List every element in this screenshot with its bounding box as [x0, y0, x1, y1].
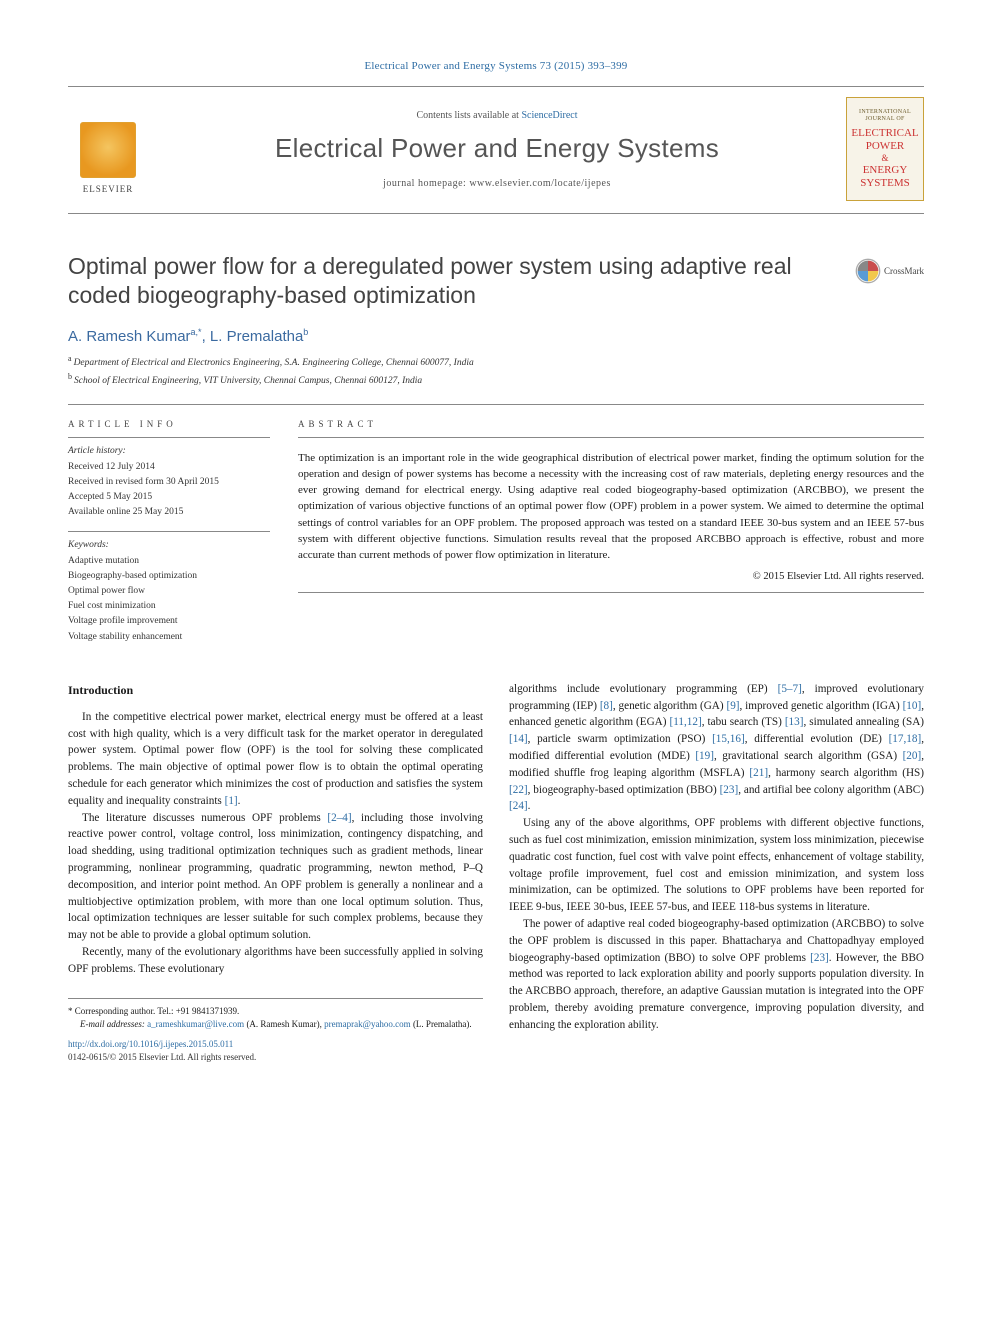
- body-p2: The literature discusses numerous OPF pr…: [68, 810, 483, 944]
- keyword-6: Voltage stability enhancement: [68, 630, 270, 645]
- contents-available-line: Contents lists available at ScienceDirec…: [158, 110, 836, 121]
- corr-author-line: * Corresponding author. Tel.: +91 984137…: [68, 1005, 483, 1019]
- journal-homepage[interactable]: journal homepage: www.elsevier.com/locat…: [158, 178, 836, 189]
- cite-9[interactable]: [9]: [726, 700, 739, 712]
- cite-5-7[interactable]: [5–7]: [778, 683, 802, 695]
- cite-21[interactable]: [21]: [749, 767, 768, 779]
- publisher-logo[interactable]: ELSEVIER: [68, 104, 148, 194]
- abstract-copyright: © 2015 Elsevier Ltd. All rights reserved…: [298, 571, 924, 582]
- sciencedirect-link[interactable]: ScienceDirect: [521, 110, 577, 121]
- body-p4: algorithms include evolutionary programm…: [509, 681, 924, 815]
- author-2[interactable]: L. Premalatha: [210, 328, 303, 345]
- paper-title: Optimal power flow for a deregulated pow…: [68, 252, 828, 311]
- article-info-head: ARTICLE INFO: [68, 405, 270, 437]
- elsevier-tree-icon: [80, 122, 136, 178]
- cite-1[interactable]: [1]: [225, 795, 238, 807]
- article-body: Introduction In the competitive electric…: [68, 681, 924, 1065]
- keyword-4: Fuel cost minimization: [68, 599, 270, 614]
- history-accepted: Accepted 5 May 2015: [68, 490, 270, 505]
- cite-14[interactable]: [14]: [509, 733, 528, 745]
- body-p3: Recently, many of the evolutionary algor…: [68, 944, 483, 978]
- journal-cover-thumb[interactable]: INTERNATIONAL JOURNAL OF ELECTRICAL POWE…: [846, 97, 924, 201]
- masthead: ELSEVIER Contents lists available at Sci…: [68, 86, 924, 214]
- cite-24[interactable]: [24]: [509, 800, 528, 812]
- email-1[interactable]: a_rameshkumar@live.com: [147, 1019, 244, 1029]
- author-1-affil: a,*: [191, 327, 202, 337]
- citation-line: Electrical Power and Energy Systems 73 (…: [68, 60, 924, 72]
- body-p1: In the competitive electrical power mark…: [68, 709, 483, 810]
- cover-word-1: ELECTRICAL: [851, 127, 918, 139]
- affil-a-mark: a: [68, 354, 72, 363]
- history-revised: Received in revised form 30 April 2015: [68, 475, 270, 490]
- email-2-who: (L. Premalatha).: [411, 1019, 472, 1029]
- intro-heading: Introduction: [68, 681, 483, 699]
- affil-a-text: Department of Electrical and Electronics…: [74, 358, 474, 368]
- history-received: Received 12 July 2014: [68, 460, 270, 475]
- cover-word-2: POWER: [866, 140, 905, 152]
- cite-11-12[interactable]: [11,12]: [669, 716, 701, 728]
- cite-8[interactable]: [8]: [600, 700, 613, 712]
- keyword-1: Adaptive mutation: [68, 554, 270, 569]
- email-2[interactable]: premaprak@yahoo.com: [324, 1019, 411, 1029]
- abstract-head: ABSTRACT: [298, 405, 924, 437]
- doi-link[interactable]: http://dx.doi.org/10.1016/j.ijepes.2015.…: [68, 1039, 233, 1049]
- cite-2-4[interactable]: [2–4]: [327, 812, 351, 824]
- cover-word-4: ENERGY: [863, 164, 908, 176]
- keywords-block: Keywords: Adaptive mutation Biogeography…: [68, 538, 270, 645]
- history-head: Article history:: [68, 444, 270, 459]
- abstract-text: The optimization is an important role in…: [298, 450, 924, 564]
- cite-19[interactable]: [19]: [695, 750, 714, 762]
- affil-b-text: School of Electrical Engineering, VIT Un…: [74, 376, 422, 386]
- crossmark-badge[interactable]: CrossMark: [855, 258, 924, 284]
- keyword-2: Biogeography-based optimization: [68, 569, 270, 584]
- crossmark-icon: [855, 258, 881, 284]
- cover-word-5: SYSTEMS: [860, 177, 910, 189]
- contents-prefix: Contents lists available at: [416, 110, 521, 121]
- body-p5: Using any of the above algorithms, OPF p…: [509, 815, 924, 916]
- cite-15-16[interactable]: [15,16]: [712, 733, 745, 745]
- cite-17-18[interactable]: [17,18]: [889, 733, 922, 745]
- cover-word-3: &: [881, 153, 888, 163]
- cite-13[interactable]: [13]: [785, 716, 804, 728]
- history-online: Available online 25 May 2015: [68, 505, 270, 520]
- affiliations: aDepartment of Electrical and Electronic…: [68, 353, 924, 390]
- cite-22[interactable]: [22]: [509, 784, 528, 796]
- affil-b-mark: b: [68, 372, 72, 381]
- email-label: E-mail addresses:: [80, 1019, 147, 1029]
- keywords-head: Keywords:: [68, 538, 270, 553]
- issn-line: 0142-0615/© 2015 Elsevier Ltd. All right…: [68, 1051, 483, 1065]
- article-history: Article history: Received 12 July 2014 R…: [68, 444, 270, 521]
- author-2-affil: b: [303, 327, 308, 337]
- journal-name: Electrical Power and Energy Systems: [158, 133, 836, 164]
- corresponding-footer: * Corresponding author. Tel.: +91 984137…: [68, 998, 483, 1065]
- cite-20[interactable]: [20]: [903, 750, 922, 762]
- cite-23b[interactable]: [23]: [810, 952, 829, 964]
- email-1-who: (A. Ramesh Kumar),: [244, 1019, 324, 1029]
- body-p6: The power of adaptive real coded biogeog…: [509, 916, 924, 1034]
- cite-10[interactable]: [10]: [903, 700, 922, 712]
- publisher-logo-text: ELSEVIER: [83, 184, 134, 194]
- author-1[interactable]: A. Ramesh Kumar: [68, 328, 191, 345]
- crossmark-label: CrossMark: [884, 266, 924, 276]
- authors-line: A. Ramesh Kumara,*, L. Premalathab: [68, 327, 924, 345]
- keyword-3: Optimal power flow: [68, 584, 270, 599]
- keyword-5: Voltage profile improvement: [68, 614, 270, 629]
- cite-23[interactable]: [23]: [720, 784, 739, 796]
